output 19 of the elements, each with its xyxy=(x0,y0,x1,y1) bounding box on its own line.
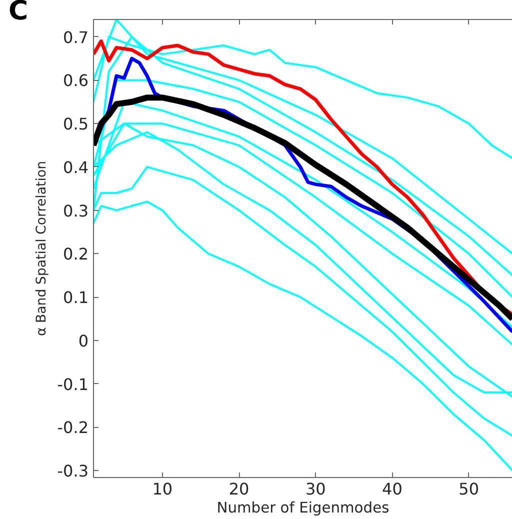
y-tick-label: -0.1 xyxy=(57,374,88,394)
y-tick-label: -0.2 xyxy=(57,418,88,438)
y-tick-label: -0.3 xyxy=(57,462,88,481)
y-tick-label: 0.4 xyxy=(63,158,89,177)
y-tick-label: 0.6 xyxy=(63,71,89,90)
y-tick-label: 0 xyxy=(78,331,89,350)
text: C xyxy=(8,0,28,26)
y-tick-label: 0.2 xyxy=(63,244,89,264)
x-tick-label: 20 xyxy=(228,480,250,498)
y-axis-title: α Band Spatial Correlation xyxy=(34,160,50,336)
x-tick-label: 40 xyxy=(382,480,402,498)
x-tick-label: 50 xyxy=(458,480,480,498)
x-tick-label: 30 xyxy=(305,480,326,498)
y-tick-label: 0.5 xyxy=(63,114,89,134)
y-tick-label: 0.7 xyxy=(63,28,89,47)
x-tick-label: 10 xyxy=(152,480,173,498)
y-tick-label: 0.3 xyxy=(63,201,89,220)
y-tick-label: 0.1 xyxy=(63,288,89,308)
x-axis-title: Number of Eigenmodes xyxy=(216,500,390,516)
